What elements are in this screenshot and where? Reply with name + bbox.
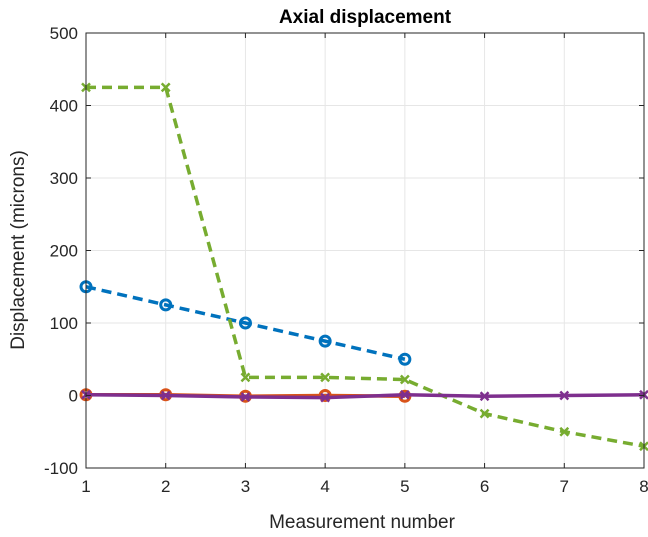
series-3-point — [479, 408, 490, 419]
series-3-point — [559, 426, 570, 437]
x-tick-label: 2 — [161, 477, 170, 496]
series-1-point — [398, 352, 412, 366]
y-tick-label: -100 — [44, 459, 78, 478]
series-1-line — [85, 285, 406, 361]
series-3-line — [86, 85, 645, 448]
x-tick-label: 5 — [400, 477, 409, 496]
series-4-point — [160, 390, 171, 401]
y-axis-label: Displacement (microns) — [8, 150, 29, 350]
series-3-point — [240, 372, 251, 383]
series-4-point — [320, 392, 331, 403]
chart-title: Axial displacement — [279, 7, 452, 28]
series-4 — [81, 389, 648, 403]
y-tick-label: 100 — [50, 314, 78, 333]
x-tick-label: 3 — [241, 477, 250, 496]
y-tick-label: 500 — [50, 24, 78, 43]
x-tick-label: 8 — [639, 477, 648, 496]
y-tick-label: 0 — [69, 387, 78, 406]
series-3-point — [399, 374, 410, 385]
x-tick-label: 4 — [320, 477, 329, 496]
series-3 — [81, 82, 648, 452]
series-4-point — [479, 391, 490, 402]
series-4-point — [399, 389, 410, 400]
y-tick-label: 200 — [50, 242, 78, 261]
x-tick-label: 6 — [480, 477, 489, 496]
tick-layer: 1 2 3 4 5 6 7 8 -100 0 100 200 300 400 500 — [44, 24, 648, 496]
x-tick-label: 1 — [81, 477, 90, 496]
series-1-point — [159, 298, 173, 312]
x-axis-label: Measurement number — [269, 512, 456, 533]
series-3-point — [320, 372, 331, 383]
series-1-point — [238, 316, 252, 330]
series-4-line — [85, 393, 645, 400]
series-3-point — [160, 82, 171, 93]
series-4-point — [240, 392, 251, 402]
x-tick-label: 7 — [560, 477, 569, 496]
series-4-point — [559, 390, 570, 401]
series-layer — [79, 82, 648, 452]
series-1-point — [318, 334, 332, 348]
series-2-point — [318, 389, 332, 402]
y-tick-label: 300 — [50, 169, 78, 188]
y-tick-label: 400 — [50, 97, 78, 116]
